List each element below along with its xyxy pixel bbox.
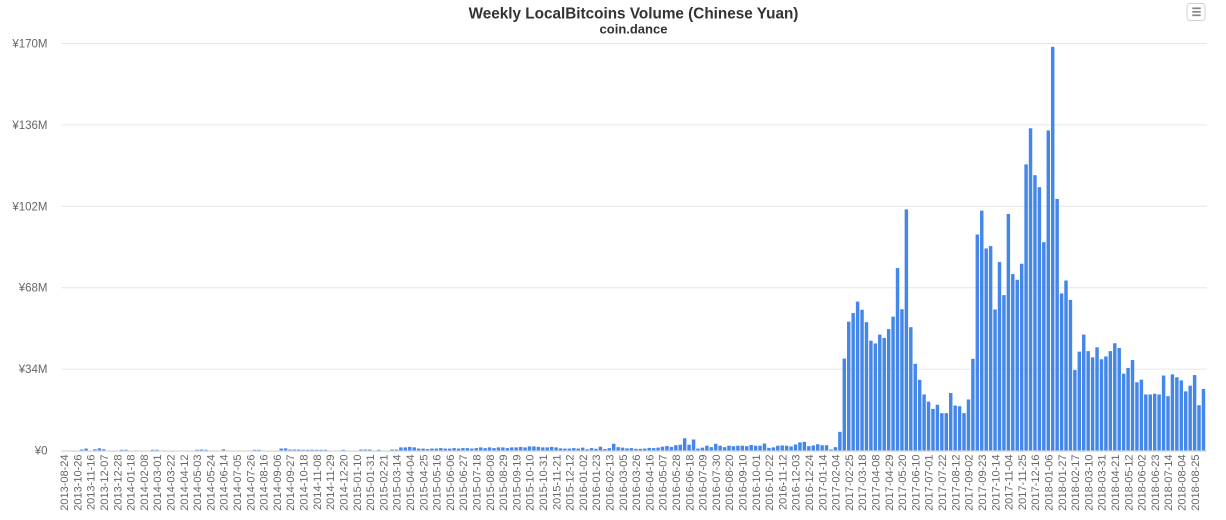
svg-text:2016-07-30: 2016-07-30 xyxy=(711,455,723,511)
svg-text:2015-11-21: 2015-11-21 xyxy=(551,455,563,510)
svg-text:2014-05-24: 2014-05-24 xyxy=(205,455,217,511)
svg-text:Weekly LocalBitcoins Volume (C: Weekly LocalBitcoins Volume (Chinese Yua… xyxy=(469,6,799,23)
svg-text:2016-05-28: 2016-05-28 xyxy=(671,455,683,511)
svg-text:2018-02-17: 2018-02-17 xyxy=(1070,455,1082,511)
svg-text:2016-04-16: 2016-04-16 xyxy=(644,455,656,511)
svg-text:2016-06-18: 2016-06-18 xyxy=(684,455,696,511)
svg-text:2013-11-16: 2013-11-16 xyxy=(86,455,98,510)
svg-text:¥136M: ¥136M xyxy=(11,120,47,132)
svg-text:2015-08-08: 2015-08-08 xyxy=(485,455,497,511)
svg-text:2018-07-14: 2018-07-14 xyxy=(1163,455,1175,511)
svg-text:2017-04-08: 2017-04-08 xyxy=(871,455,883,511)
svg-text:2015-10-31: 2015-10-31 xyxy=(538,455,550,511)
svg-text:2016-05-07: 2016-05-07 xyxy=(658,455,670,511)
svg-text:2018-06-02: 2018-06-02 xyxy=(1137,455,1149,511)
svg-text:2017-05-20: 2017-05-20 xyxy=(897,455,909,511)
svg-text:2018-01-27: 2018-01-27 xyxy=(1057,455,1069,511)
svg-text:2013-12-28: 2013-12-28 xyxy=(112,455,124,511)
svg-text:2014-10-18: 2014-10-18 xyxy=(299,455,311,511)
svg-text:2014-09-27: 2014-09-27 xyxy=(285,455,297,511)
svg-text:2016-08-20: 2016-08-20 xyxy=(724,455,736,511)
svg-text:2017-09-02: 2017-09-02 xyxy=(964,455,976,511)
svg-text:coin.dance: coin.dance xyxy=(600,22,668,37)
svg-text:2013-12-07: 2013-12-07 xyxy=(99,455,111,511)
svg-text:¥170M: ¥170M xyxy=(11,39,47,51)
svg-text:2015-03-14: 2015-03-14 xyxy=(392,455,404,511)
svg-text:2016-12-24: 2016-12-24 xyxy=(804,455,816,511)
svg-text:2018-08-25: 2018-08-25 xyxy=(1190,455,1202,511)
svg-text:2017-02-25: 2017-02-25 xyxy=(844,455,856,511)
svg-text:2016-01-23: 2016-01-23 xyxy=(591,455,603,511)
svg-text:2014-05-03: 2014-05-03 xyxy=(192,455,204,511)
svg-text:2017-11-04: 2017-11-04 xyxy=(1004,455,1016,510)
svg-text:2017-08-12: 2017-08-12 xyxy=(950,455,962,511)
svg-text:2017-01-14: 2017-01-14 xyxy=(817,455,829,511)
svg-text:2013-08-24: 2013-08-24 xyxy=(59,455,71,511)
svg-text:2015-04-04: 2015-04-04 xyxy=(405,455,417,511)
svg-text:2014-11-29: 2014-11-29 xyxy=(325,455,337,510)
svg-text:2017-09-23: 2017-09-23 xyxy=(977,455,989,511)
svg-text:2017-07-01: 2017-07-01 xyxy=(924,455,936,511)
svg-text:¥34M: ¥34M xyxy=(18,364,48,376)
svg-text:2015-10-10: 2015-10-10 xyxy=(525,455,537,511)
svg-text:2018-05-12: 2018-05-12 xyxy=(1123,455,1135,511)
svg-text:2015-01-10: 2015-01-10 xyxy=(352,455,364,511)
svg-text:2018-03-31: 2018-03-31 xyxy=(1097,455,1109,511)
svg-text:2018-08-04: 2018-08-04 xyxy=(1177,455,1189,511)
svg-text:2017-06-10: 2017-06-10 xyxy=(910,455,922,511)
svg-text:2018-01-06: 2018-01-06 xyxy=(1044,455,1056,511)
svg-text:2016-12-03: 2016-12-03 xyxy=(791,455,803,511)
svg-text:2015-04-25: 2015-04-25 xyxy=(418,455,430,511)
svg-text:2016-01-02: 2016-01-02 xyxy=(578,455,590,511)
svg-text:2014-03-22: 2014-03-22 xyxy=(166,455,178,511)
svg-text:2014-04-12: 2014-04-12 xyxy=(179,455,191,511)
svg-text:2017-07-22: 2017-07-22 xyxy=(937,455,949,511)
svg-text:2015-06-27: 2015-06-27 xyxy=(458,455,470,511)
svg-text:2016-10-01: 2016-10-01 xyxy=(751,455,763,511)
svg-text:2014-02-08: 2014-02-08 xyxy=(139,455,151,511)
svg-text:2016-02-13: 2016-02-13 xyxy=(605,455,617,511)
svg-text:2013-10-26: 2013-10-26 xyxy=(72,455,84,511)
svg-text:2018-06-23: 2018-06-23 xyxy=(1150,455,1162,511)
svg-text:2016-09-10: 2016-09-10 xyxy=(738,455,750,511)
svg-text:2017-04-29: 2017-04-29 xyxy=(884,455,896,511)
svg-text:2014-06-14: 2014-06-14 xyxy=(219,455,231,511)
svg-text:2014-08-16: 2014-08-16 xyxy=(259,455,271,511)
svg-text:2016-10-22: 2016-10-22 xyxy=(764,455,776,511)
svg-text:2015-09-19: 2015-09-19 xyxy=(511,455,523,511)
svg-text:2014-03-01: 2014-03-01 xyxy=(152,455,164,511)
svg-text:2014-09-06: 2014-09-06 xyxy=(272,455,284,511)
svg-text:2018-04-21: 2018-04-21 xyxy=(1110,455,1122,511)
svg-text:¥102M: ¥102M xyxy=(11,201,47,213)
svg-text:¥0: ¥0 xyxy=(34,446,48,458)
svg-text:2017-02-04: 2017-02-04 xyxy=(831,455,843,511)
svg-text:2014-01-18: 2014-01-18 xyxy=(126,455,138,511)
svg-text:2015-08-29: 2015-08-29 xyxy=(498,455,510,511)
svg-text:2017-03-18: 2017-03-18 xyxy=(857,455,869,511)
svg-text:2016-11-12: 2016-11-12 xyxy=(777,455,789,510)
svg-text:2014-12-20: 2014-12-20 xyxy=(338,455,350,511)
svg-text:2015-05-16: 2015-05-16 xyxy=(432,455,444,511)
svg-text:2014-11-08: 2014-11-08 xyxy=(312,455,324,510)
svg-text:2016-07-09: 2016-07-09 xyxy=(698,455,710,511)
svg-text:2017-11-25: 2017-11-25 xyxy=(1017,455,1029,510)
svg-text:2017-10-14: 2017-10-14 xyxy=(990,455,1002,511)
svg-text:2014-07-26: 2014-07-26 xyxy=(245,455,257,511)
svg-text:2018-03-10: 2018-03-10 xyxy=(1083,455,1095,511)
svg-text:2016-03-26: 2016-03-26 xyxy=(631,455,643,511)
svg-text:2015-01-31: 2015-01-31 xyxy=(365,455,377,511)
svg-text:2015-02-21: 2015-02-21 xyxy=(378,455,390,511)
svg-text:2014-07-05: 2014-07-05 xyxy=(232,455,244,511)
svg-text:2016-03-05: 2016-03-05 xyxy=(618,455,630,511)
svg-text:2015-06-06: 2015-06-06 xyxy=(445,455,457,511)
svg-text:¥68M: ¥68M xyxy=(18,283,48,295)
svg-text:2015-07-18: 2015-07-18 xyxy=(472,455,484,511)
svg-text:2015-12-12: 2015-12-12 xyxy=(565,455,577,511)
svg-text:2017-12-16: 2017-12-16 xyxy=(1030,455,1042,511)
